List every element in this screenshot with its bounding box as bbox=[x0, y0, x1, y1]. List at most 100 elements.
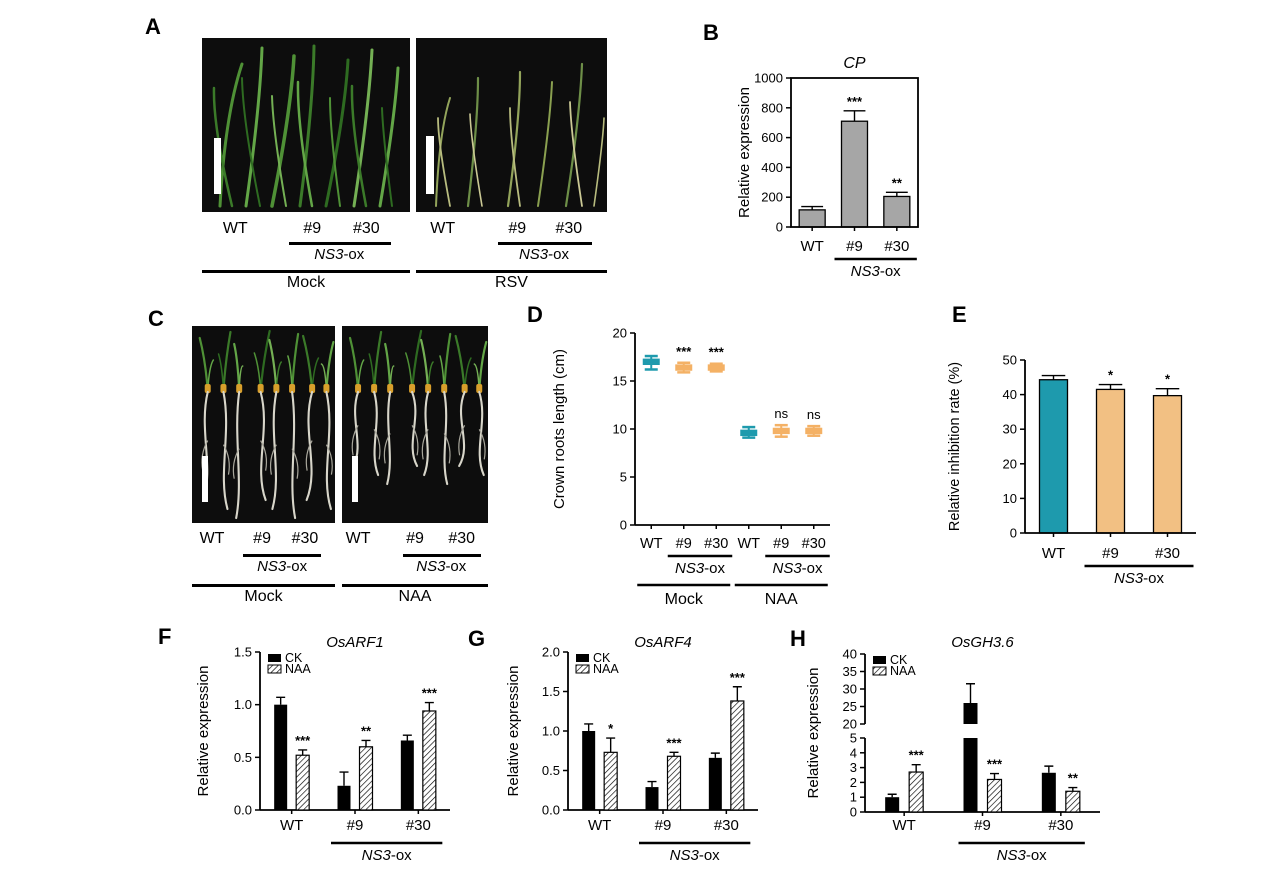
label-line9: #9 bbox=[508, 220, 527, 237]
panel-d-chart: 0 5 10 15 20 Crown roots length (cm) WT *** #9 **… bbox=[551, 326, 830, 608]
label-wt: WT bbox=[199, 530, 225, 547]
panel-e-chart: WT * #9 * #30 0 10 20 30 40 50 Relative inhibition … bbox=[947, 353, 1196, 587]
svg-text:WT: WT bbox=[640, 536, 663, 552]
svg-text:0.0: 0.0 bbox=[234, 803, 252, 818]
svg-text:#9: #9 bbox=[676, 536, 692, 552]
svg-text:0: 0 bbox=[1010, 526, 1017, 541]
ns3ox-underline bbox=[289, 242, 392, 245]
svg-text:40: 40 bbox=[843, 647, 857, 662]
svg-text:OsARF1: OsARF1 bbox=[326, 635, 384, 651]
panel-h-letter: H bbox=[790, 626, 806, 651]
svg-text:Crown roots length (cm): Crown roots length (cm) bbox=[551, 349, 568, 509]
panel-c-mock-group: WT #9 #30 NS3-ox Mock bbox=[192, 326, 335, 616]
svg-text:Relative expression: Relative expression bbox=[505, 666, 522, 797]
svg-text:NS3-ox: NS3-ox bbox=[1114, 570, 1165, 587]
svg-text:***: *** bbox=[709, 345, 725, 360]
treatment-line bbox=[202, 270, 410, 273]
svg-text:#9: #9 bbox=[655, 817, 672, 834]
treatment-line bbox=[192, 584, 335, 587]
ns3ox-underline bbox=[243, 554, 321, 557]
label-line9: #9 bbox=[406, 530, 424, 547]
ox-suffix: -ox bbox=[548, 246, 569, 263]
svg-text:800: 800 bbox=[761, 100, 783, 115]
svg-text:ns: ns bbox=[774, 406, 788, 421]
svg-text:NS3-ox: NS3-ox bbox=[675, 560, 726, 577]
svg-text:***: *** bbox=[676, 344, 692, 359]
treatment-label: RSV bbox=[495, 274, 528, 291]
label-line30: #30 bbox=[291, 530, 319, 547]
svg-text:WT: WT bbox=[588, 817, 611, 834]
svg-text:1.5: 1.5 bbox=[542, 684, 560, 699]
ns3ox-underline bbox=[498, 242, 592, 245]
svg-text:35: 35 bbox=[843, 664, 857, 679]
svg-text:4: 4 bbox=[850, 745, 857, 760]
ns3ox-label: NS3-ox bbox=[314, 246, 364, 263]
svg-text:#9: #9 bbox=[846, 238, 863, 255]
panel-c-letter: C bbox=[148, 306, 164, 331]
svg-text:20: 20 bbox=[613, 326, 627, 341]
svg-text:#9: #9 bbox=[347, 817, 364, 834]
ox-suffix: -ox bbox=[445, 558, 467, 575]
svg-text:0: 0 bbox=[850, 805, 857, 820]
svg-text:1: 1 bbox=[850, 790, 857, 805]
svg-text:CP: CP bbox=[843, 55, 866, 72]
svg-text:#30: #30 bbox=[1155, 545, 1180, 562]
svg-text:WT: WT bbox=[893, 817, 916, 834]
svg-text:OsARF4: OsARF4 bbox=[634, 635, 692, 651]
label-wt: WT bbox=[430, 220, 456, 237]
ns3ox-label: NS3-ox bbox=[519, 246, 569, 263]
ns3ox-label: NS3-ox bbox=[257, 558, 307, 575]
svg-text:30: 30 bbox=[843, 682, 857, 697]
ns3ox-label: NS3-ox bbox=[416, 558, 466, 575]
svg-text:Relative inhibition rate (%): Relative inhibition rate (%) bbox=[947, 362, 963, 531]
svg-text:NS3-ox: NS3-ox bbox=[670, 847, 721, 864]
svg-text:1000: 1000 bbox=[754, 71, 783, 86]
svg-text:Relative expression: Relative expression bbox=[805, 668, 822, 799]
label-line9: #9 bbox=[253, 530, 271, 547]
svg-text:0.5: 0.5 bbox=[234, 750, 252, 765]
svg-text:CK: CK bbox=[593, 651, 611, 665]
svg-text:WT: WT bbox=[801, 238, 824, 255]
svg-text:**: ** bbox=[892, 175, 903, 190]
svg-text:0: 0 bbox=[776, 220, 783, 235]
svg-text:WT: WT bbox=[737, 536, 760, 552]
svg-text:***: *** bbox=[847, 94, 863, 109]
svg-text:Relative expression: Relative expression bbox=[195, 666, 212, 797]
svg-text:***: *** bbox=[987, 757, 1003, 772]
treatment-line bbox=[416, 270, 607, 273]
svg-text:NS3-ox: NS3-ox bbox=[851, 263, 902, 280]
svg-text:400: 400 bbox=[761, 160, 783, 175]
svg-text:***: *** bbox=[295, 733, 311, 748]
panel-c-mock-photo bbox=[192, 326, 335, 523]
svg-text:0: 0 bbox=[620, 518, 627, 533]
svg-text:#30: #30 bbox=[1048, 817, 1073, 834]
svg-text:#30: #30 bbox=[884, 238, 909, 255]
ns3-italic: NS3 bbox=[518, 246, 549, 263]
svg-text:OsGH3.6: OsGH3.6 bbox=[951, 635, 1014, 651]
svg-text:3: 3 bbox=[850, 760, 857, 775]
svg-text:25: 25 bbox=[843, 699, 857, 714]
svg-text:2.0: 2.0 bbox=[542, 645, 560, 660]
svg-text:NAA: NAA bbox=[593, 662, 619, 676]
treatment-label: Mock bbox=[244, 588, 283, 605]
panel-b-letter: B bbox=[703, 20, 719, 45]
svg-text:#9: #9 bbox=[773, 536, 789, 552]
svg-text:#30: #30 bbox=[704, 536, 728, 552]
ns3-italic: NS3 bbox=[416, 558, 446, 575]
label-wt: WT bbox=[345, 530, 371, 547]
panel-f-letter: F bbox=[158, 624, 172, 649]
label-line9: #9 bbox=[303, 220, 322, 237]
svg-text:**: ** bbox=[1068, 771, 1079, 786]
panel-a-rsv-group: WT #9 #30 NS3-ox RSV bbox=[416, 38, 607, 318]
svg-text:5: 5 bbox=[850, 731, 857, 746]
svg-text:600: 600 bbox=[761, 130, 783, 145]
ns3-italic: NS3 bbox=[314, 246, 344, 263]
panel-c-naa-photo bbox=[342, 326, 488, 523]
svg-text:#30: #30 bbox=[406, 817, 431, 834]
svg-text:30: 30 bbox=[1003, 422, 1017, 437]
treatment-label: NAA bbox=[398, 588, 432, 605]
svg-text:NAA: NAA bbox=[285, 662, 311, 676]
